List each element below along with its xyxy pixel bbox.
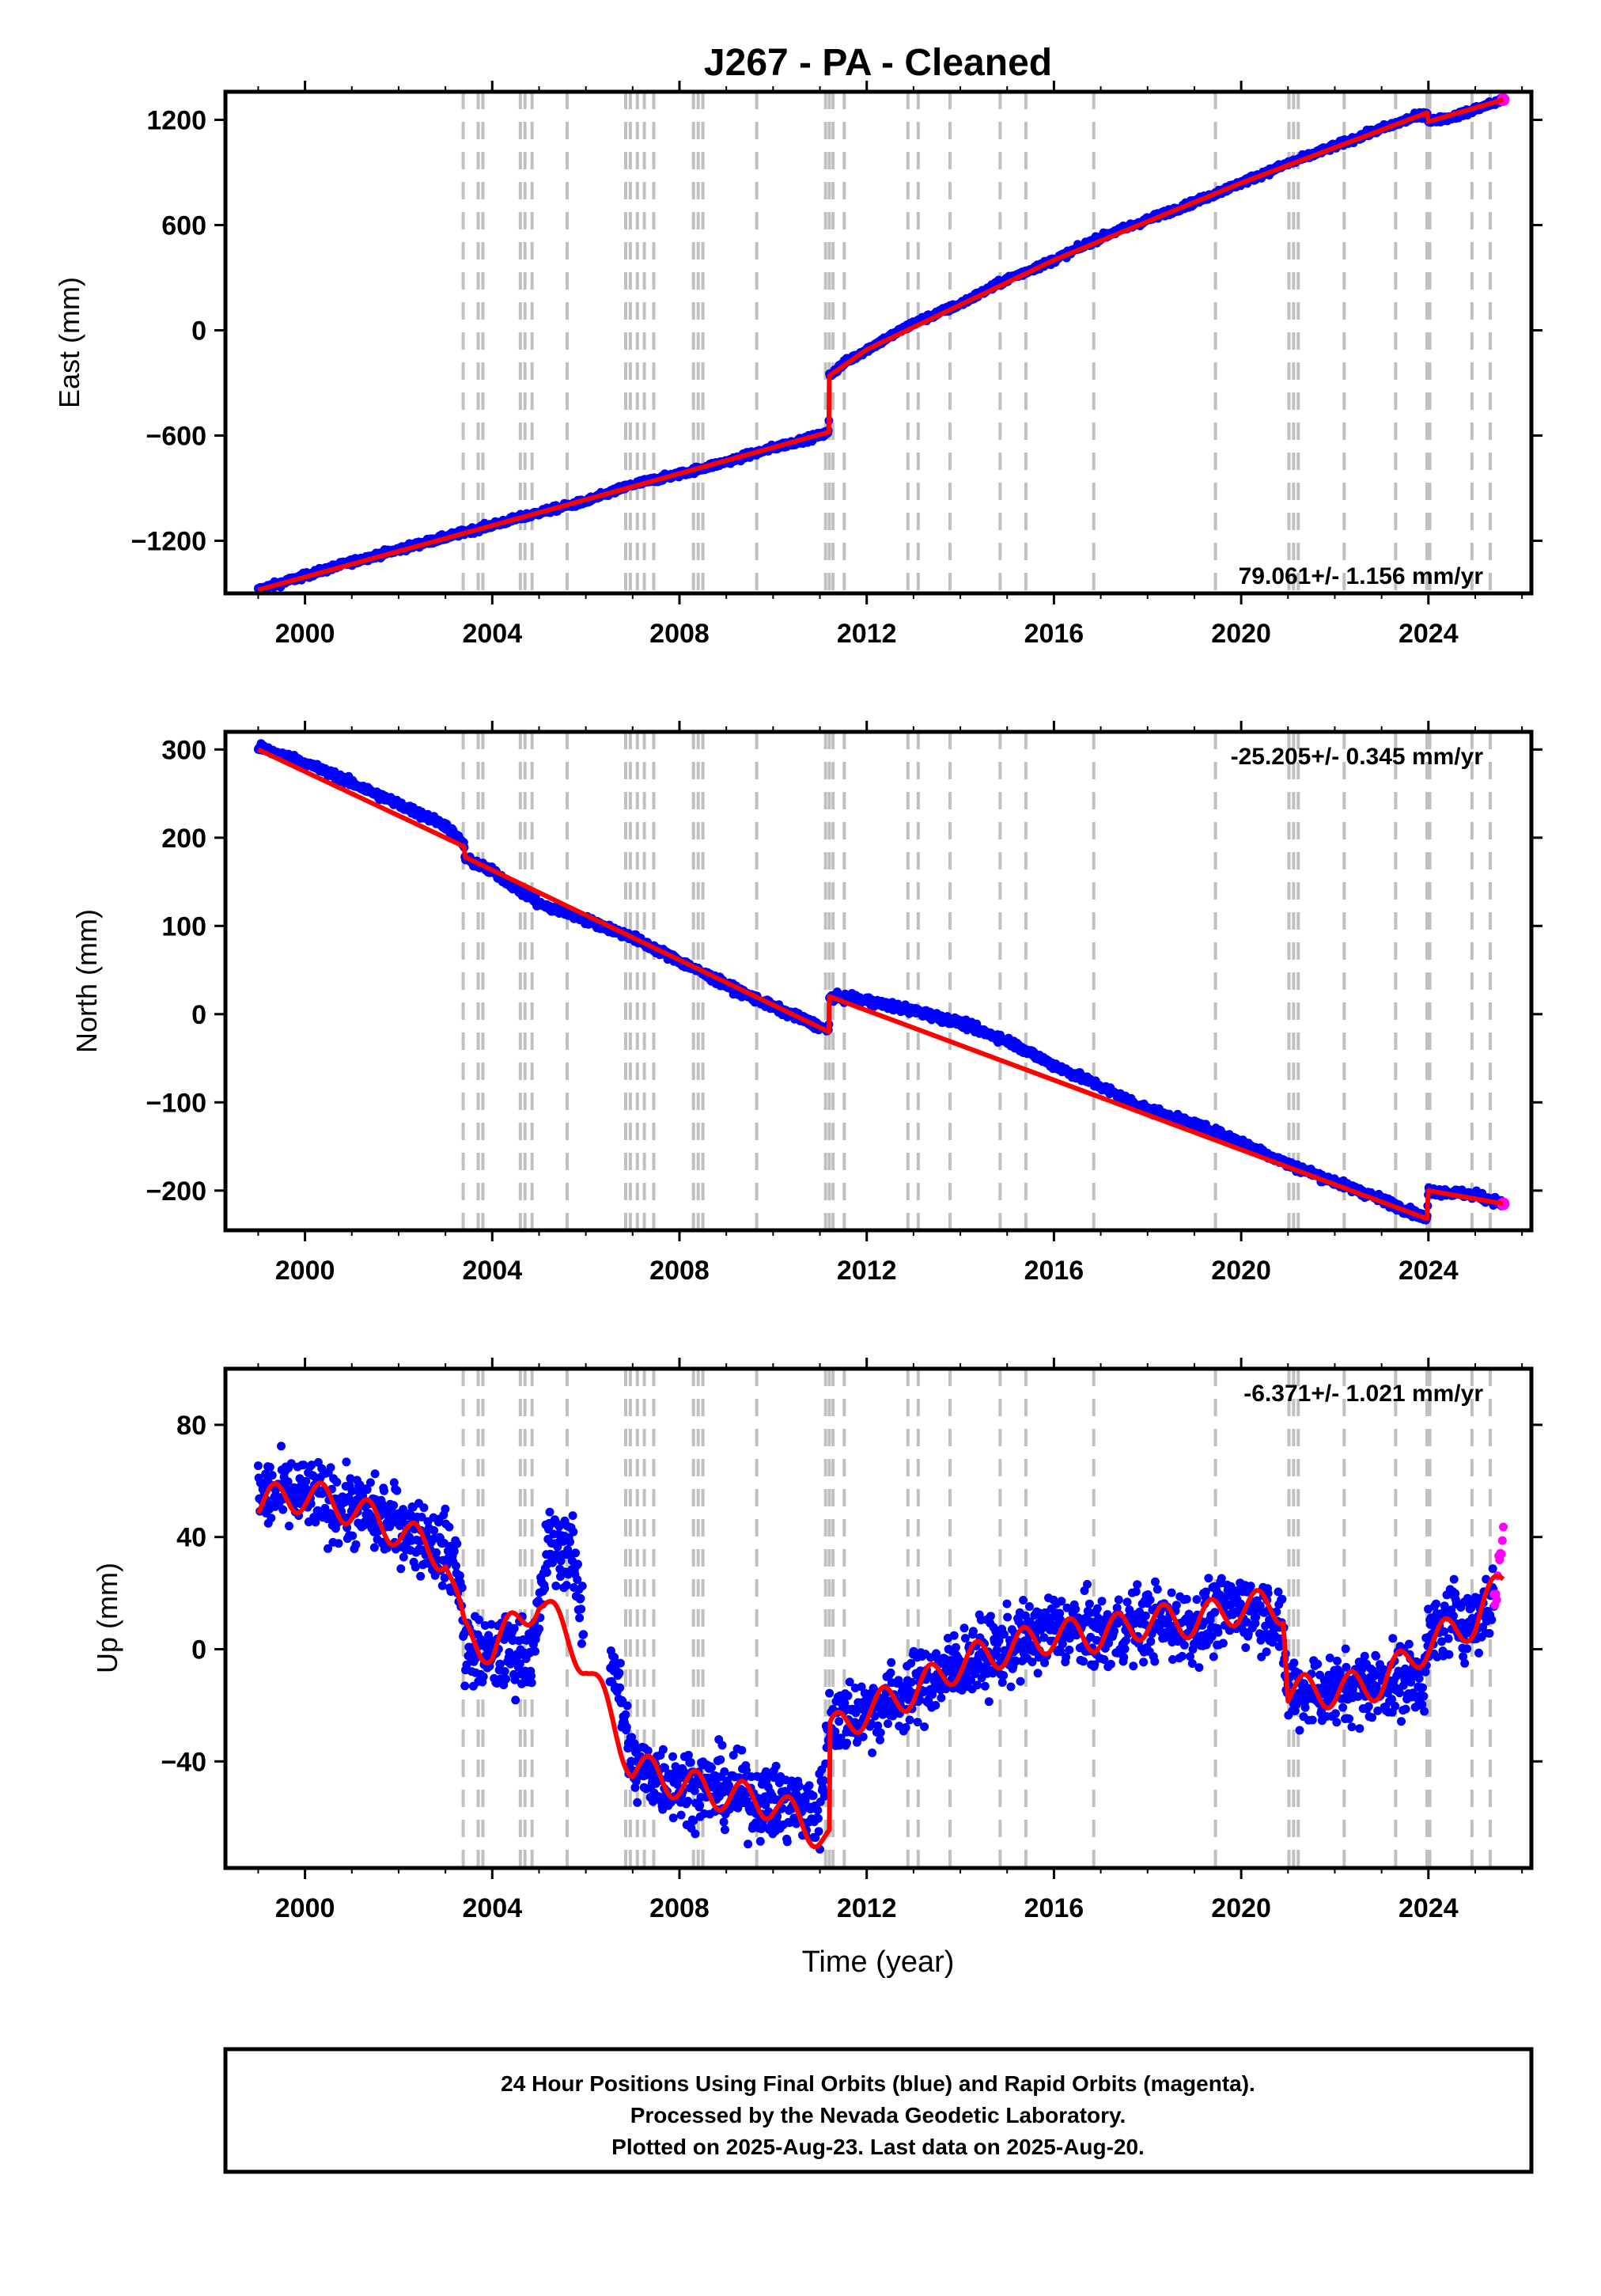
up-data-point [348, 1531, 358, 1540]
east-y-tick-label: 0 [191, 316, 206, 346]
up-data-point [285, 1521, 293, 1531]
east-x-tick-label: 2000 [275, 619, 335, 649]
east-rate-label: 79.061+/- 1.156 mm/yr [1239, 563, 1484, 589]
north-y-tick-label: 300 [161, 735, 206, 765]
north-y-tick-label: −100 [146, 1088, 206, 1118]
up-data-point [392, 1486, 402, 1495]
north-y-axis-label: North (mm) [70, 909, 103, 1053]
north-x-tick-label: 2008 [649, 1256, 710, 1286]
east-x-tick-label: 2012 [837, 619, 897, 649]
east-y-tick-label: 600 [161, 210, 206, 241]
north-y-tick-label: 0 [191, 1000, 206, 1030]
east-y-tick-label: −1200 [131, 526, 207, 556]
up-series [253, 1442, 1508, 1854]
up-data-point [277, 1442, 286, 1451]
north-x-tick-label: 2016 [1024, 1256, 1084, 1286]
up-data-point [265, 1462, 274, 1472]
north-x-tick-label: 2012 [837, 1256, 897, 1286]
east-model-fit-line [257, 97, 1504, 593]
up-data-point [369, 1543, 379, 1552]
east-x-tick-label: 2024 [1399, 619, 1459, 649]
up-data-point [380, 1486, 388, 1495]
up-data-point [365, 1478, 375, 1487]
east-y-tick-label: −600 [146, 421, 206, 451]
east-reference-lines [461, 92, 1492, 593]
up-data-point [389, 1501, 399, 1510]
north-x-tick-label: 2020 [1211, 1256, 1271, 1286]
east-y-axis-label: East (mm) [53, 277, 85, 408]
chart-title: J267 - PA - Cleaned [704, 42, 1052, 84]
north-y-tick-label: 200 [161, 824, 206, 854]
east-x-tick-label: 2008 [649, 619, 710, 649]
up-data-point [326, 1463, 335, 1472]
north-x-tick-label: 2024 [1399, 1256, 1459, 1286]
up-data-point [334, 1539, 343, 1548]
up-data-point [267, 1514, 276, 1523]
up-reference-lines [461, 1369, 1492, 1868]
north-rate-label: -25.205+/- 0.345 mm/yr [1231, 744, 1484, 770]
up-data-point [342, 1457, 351, 1467]
north-x-tick-label: 2000 [275, 1256, 335, 1286]
up-data-point [267, 1471, 277, 1480]
north-reference-lines [461, 732, 1492, 1230]
east-y-tick-label: 1200 [146, 105, 206, 135]
north-panel: 2000 2004 2008 2012 2016 2020 2024 −200 −100 0 100… [70, 721, 1542, 1286]
up-data-point [278, 1505, 288, 1514]
east-x-tick-label: 2016 [1024, 619, 1084, 649]
up-data-point [370, 1469, 380, 1479]
east-panel: 2000 2004 2008 2012 2016 2020 2024 −1200 −600 0 60… [53, 81, 1542, 649]
north-series [253, 739, 1510, 1225]
east-x-tick-label: 2004 [462, 619, 522, 649]
north-plot-frame [223, 729, 1534, 1233]
up-data-point [253, 1461, 263, 1471]
north-x-tick-label: 2004 [462, 1256, 522, 1286]
up-data-point [332, 1477, 342, 1487]
north-y-tick-label: −200 [146, 1176, 206, 1207]
east-x-tick-label: 2020 [1211, 619, 1271, 649]
east-series [253, 93, 1510, 595]
north-y-tick-label: 100 [161, 911, 206, 942]
up-data-point [351, 1540, 361, 1549]
